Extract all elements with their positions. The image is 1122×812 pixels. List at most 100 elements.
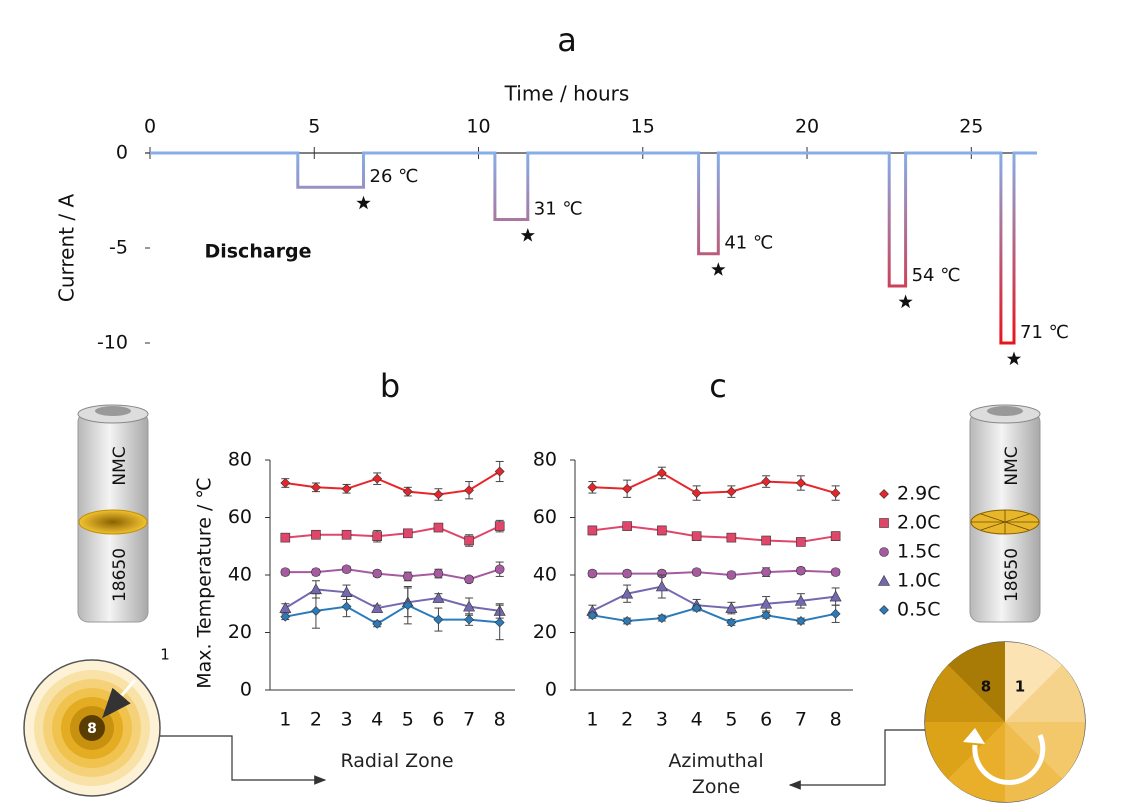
point: [311, 482, 321, 493]
point: [796, 537, 806, 547]
cell-illustration: NMC 18650: [77, 404, 149, 623]
point: [372, 531, 382, 541]
point: [464, 485, 474, 496]
marker-star: [1006, 351, 1022, 366]
point: [311, 606, 321, 616]
pulse-label: 54 ℃: [912, 265, 961, 286]
zone-label: 1: [160, 646, 170, 664]
point: [761, 476, 772, 487]
x-tick-label: 5: [308, 116, 320, 138]
point: [341, 483, 352, 494]
legend-marker: [879, 547, 889, 557]
y-tick-label: 60: [228, 506, 252, 528]
y-tick-label: 60: [533, 506, 557, 528]
cell-label: NMC: [1002, 446, 1022, 485]
point: [587, 482, 598, 493]
y-tick-label: 40: [228, 564, 252, 586]
point: [464, 574, 474, 585]
chart-title: b: [380, 367, 400, 405]
point: [829, 590, 842, 602]
point: [795, 478, 806, 488]
legend-marker: [879, 489, 889, 499]
radial-disk: 1 8: [23, 646, 170, 797]
y-tick-label: -5: [109, 237, 128, 259]
cell-label: NMC: [110, 446, 130, 485]
y-tick-label: 0: [240, 679, 252, 701]
point: [691, 488, 702, 498]
point: [403, 528, 413, 539]
marker-star: [711, 262, 726, 276]
zone-label: 1: [1015, 678, 1025, 696]
point: [372, 568, 382, 579]
series-line: [285, 525, 501, 542]
point: [726, 570, 737, 580]
point: [464, 535, 474, 546]
point: [622, 521, 632, 531]
series-line: [592, 569, 836, 577]
y-tick-label: 40: [533, 564, 557, 586]
x-tick-label: 1: [279, 709, 291, 731]
x-tick-label: 15: [631, 116, 655, 138]
x-tick-label: 25: [959, 116, 983, 138]
y-tick-label: 20: [228, 621, 252, 643]
point: [494, 466, 505, 477]
legend-marker: [879, 605, 889, 615]
series-line: [284, 588, 500, 612]
point: [691, 603, 702, 613]
point: [433, 522, 444, 533]
y-tick-label: 80: [533, 449, 557, 471]
marker-star: [356, 195, 371, 210]
zone-label: 8: [87, 721, 97, 737]
point: [464, 614, 474, 625]
point: [280, 567, 291, 577]
point: [494, 617, 505, 628]
point: [725, 601, 738, 613]
point: [463, 600, 476, 612]
point: [691, 531, 702, 541]
point: [761, 610, 772, 621]
point: [657, 525, 667, 536]
point: [433, 614, 444, 625]
point: [372, 473, 383, 484]
current-line: [150, 151, 1037, 345]
legend-label: 2.0C: [897, 512, 940, 534]
point: [794, 594, 807, 606]
legend-marker: [877, 574, 891, 586]
series-line: [592, 607, 836, 624]
point: [341, 601, 352, 612]
point: [433, 568, 444, 579]
x-tick-label: 20: [795, 116, 819, 138]
y-tick-label: 20: [533, 621, 557, 643]
cell-label: 18650: [1002, 548, 1022, 602]
x-tick-label: 10: [466, 116, 490, 138]
point: [280, 611, 291, 622]
legend-label: 1.0C: [897, 570, 940, 592]
series-line: [592, 471, 836, 495]
y-axis-label: Current / A: [55, 194, 79, 303]
x-axis-label: Radial Zone: [340, 750, 454, 772]
x-axis-label: Time / hours: [504, 82, 630, 106]
connector-arrow: [160, 735, 327, 785]
x-tick-label: 2: [310, 709, 322, 731]
pulse-label: 41 ℃: [724, 233, 773, 254]
chart-title: a: [557, 21, 577, 59]
x-tick-label: 4: [371, 709, 383, 731]
x-tick-label: 7: [463, 709, 475, 731]
connector-arrow: [788, 729, 925, 790]
y-axis-label: Max. Temperature / ℃: [194, 477, 216, 689]
point: [280, 532, 291, 543]
chart-title: c: [709, 367, 727, 405]
pulse-label: 31 ℃: [534, 199, 583, 220]
annotation: Discharge: [204, 241, 311, 263]
point: [311, 567, 321, 577]
point: [830, 531, 841, 541]
x-tick-label: 8: [830, 709, 842, 731]
pulse-label: 26 ℃: [370, 166, 419, 187]
point: [760, 597, 773, 609]
point: [622, 568, 632, 579]
x-tick-label: 0: [144, 116, 156, 138]
x-tick-label: 6: [432, 709, 444, 731]
point: [403, 571, 413, 582]
x-tick-label: 3: [656, 709, 668, 731]
point: [656, 613, 667, 624]
